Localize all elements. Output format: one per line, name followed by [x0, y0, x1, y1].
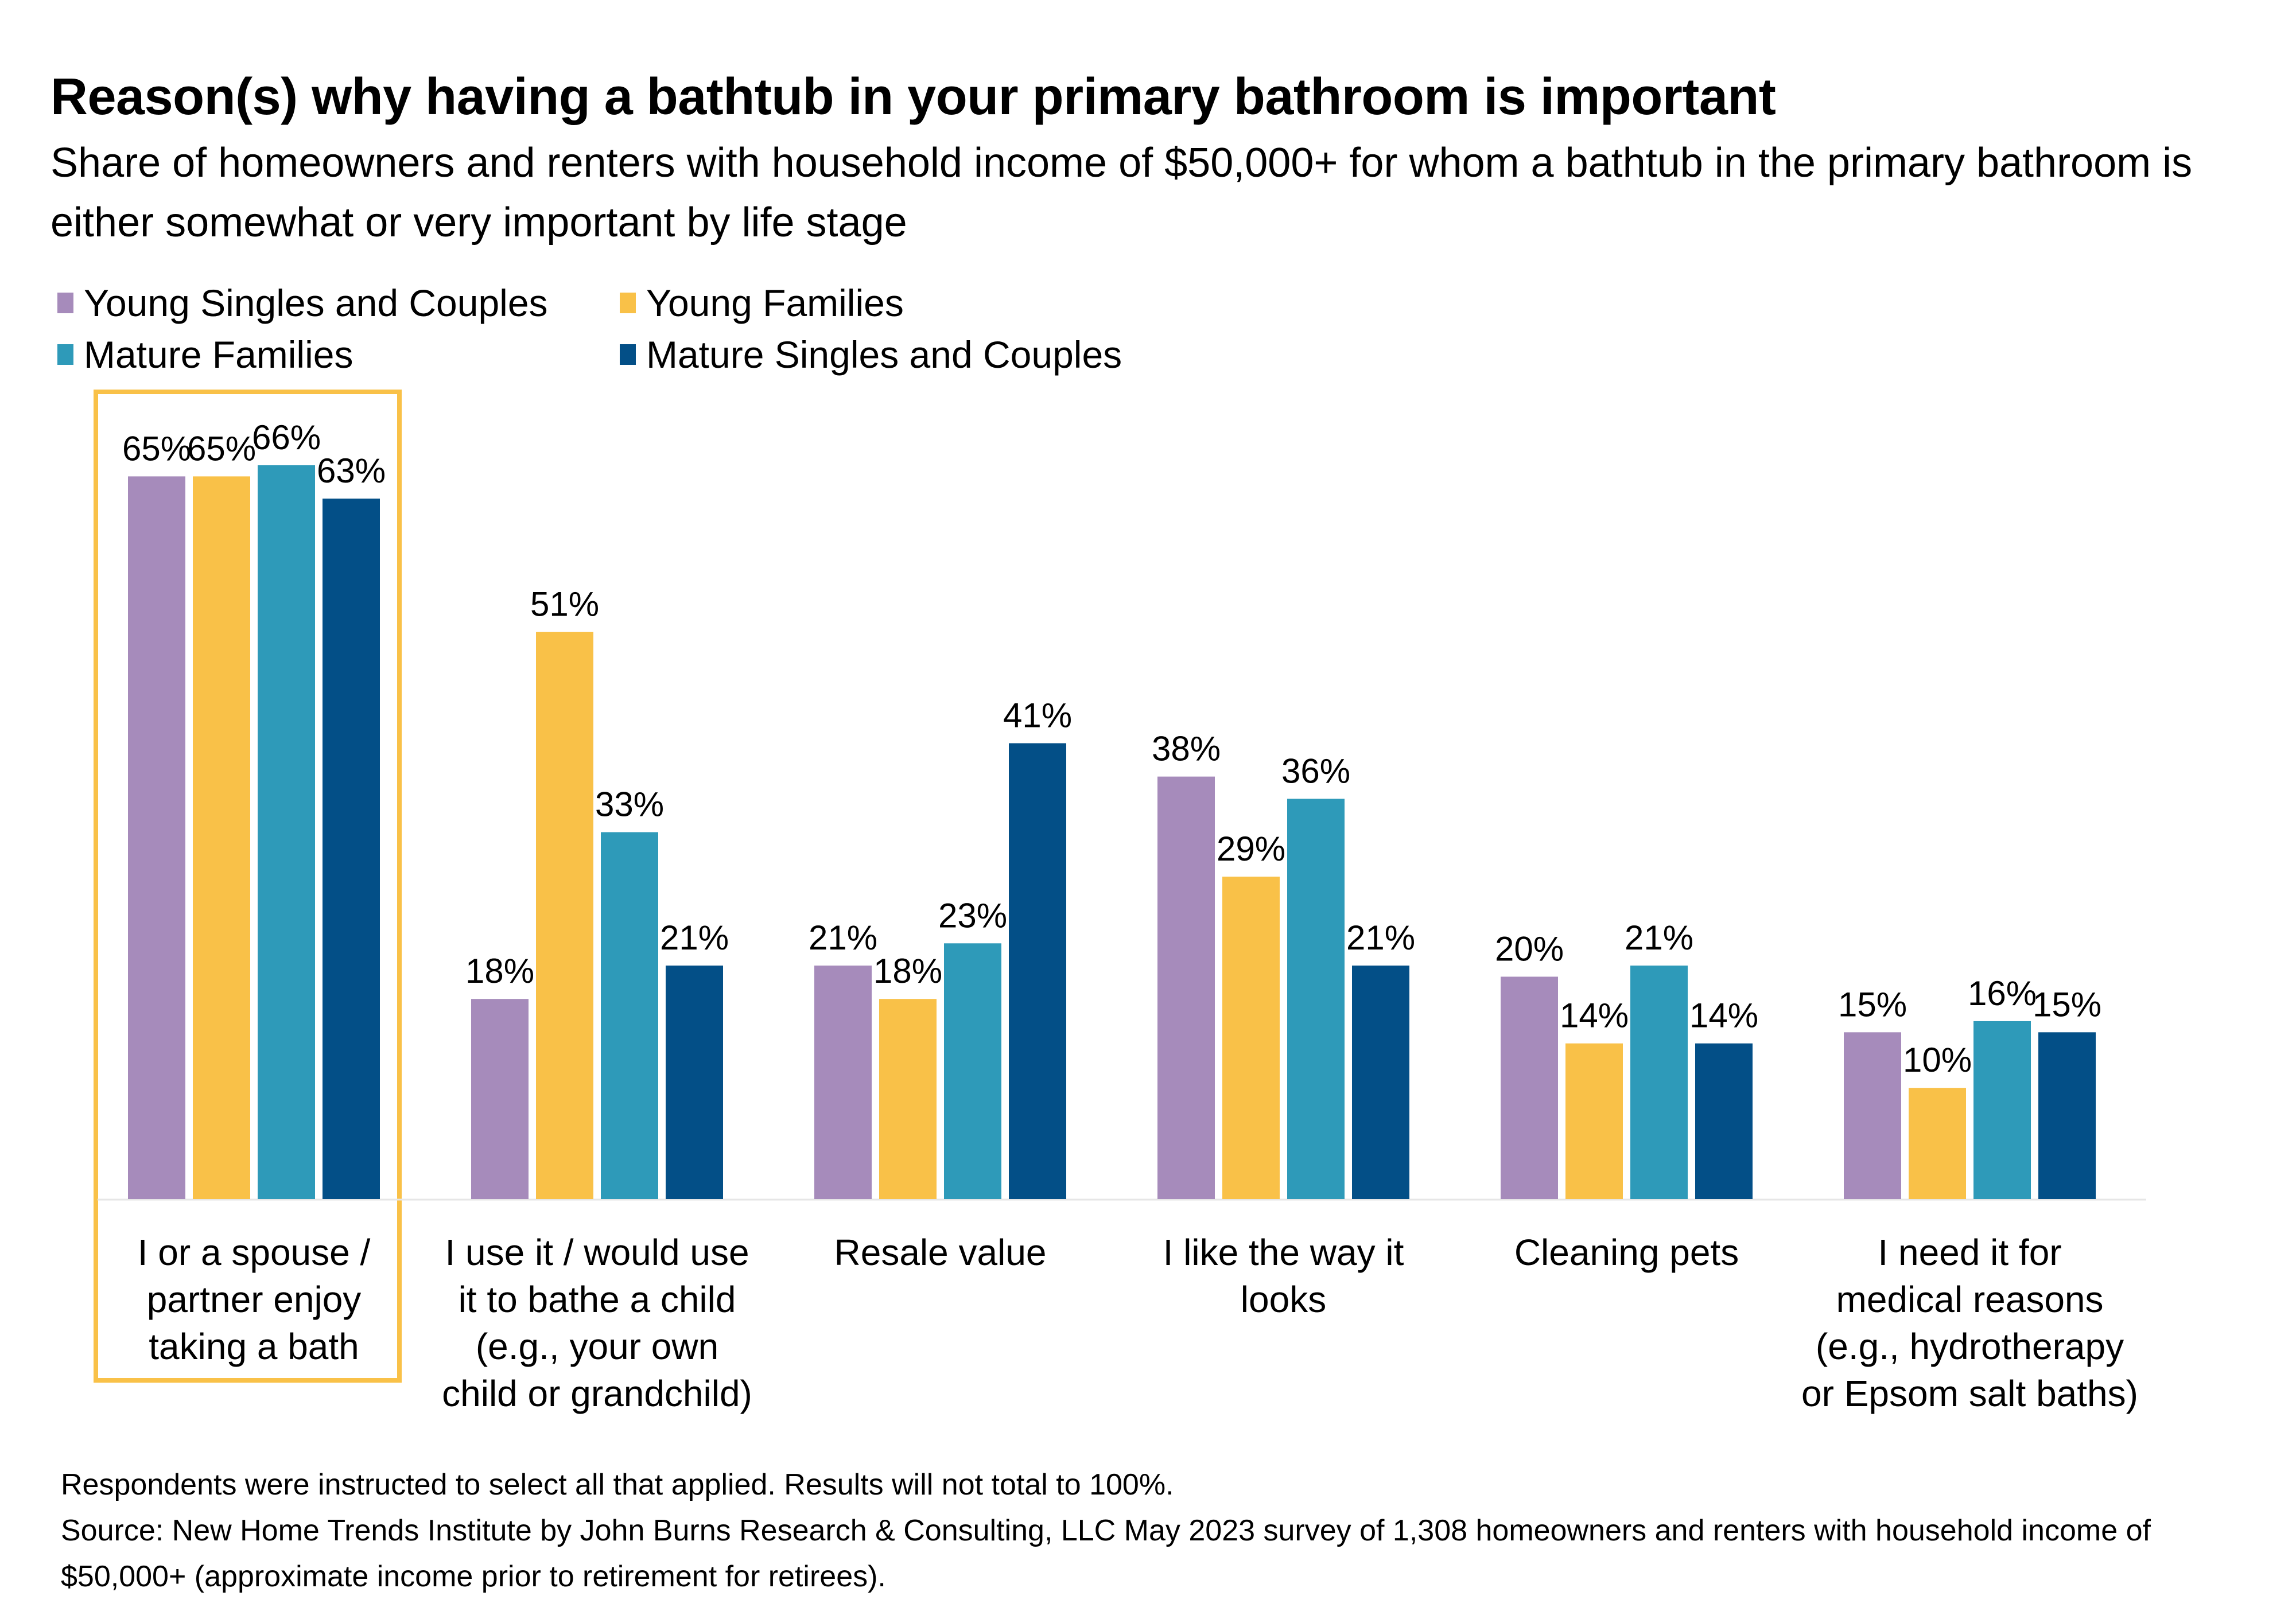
data-label-young-families-2: 18% — [873, 952, 942, 990]
legend-item-mature-families: Mature Families — [57, 333, 353, 376]
data-label-young-singles-2: 21% — [809, 919, 877, 957]
data-label-young-families-4: 14% — [1560, 997, 1629, 1035]
category-label-line: I need it for — [1878, 1232, 2061, 1273]
bar-young-singles-5 — [1844, 1032, 1901, 1199]
category-label-4: Cleaning pets — [1514, 1232, 1739, 1273]
data-label-young-families-0: 65% — [187, 429, 256, 468]
data-label-mature-families-0: 66% — [252, 418, 321, 457]
category-label-line: I use it / would use — [445, 1232, 749, 1273]
bar-young-singles-4 — [1501, 976, 1558, 1199]
data-label-mature-families-5: 16% — [1968, 974, 2037, 1013]
bar-young-families-0 — [193, 476, 250, 1199]
category-label-1: I use it / would use it to bathe a child (… — [442, 1232, 752, 1414]
legend-label: Mature Families — [84, 333, 353, 376]
legend-swatch-young-singles — [57, 293, 73, 313]
data-label-young-singles-3: 38% — [1152, 730, 1221, 768]
category-label-line: child or grandchild) — [442, 1373, 752, 1414]
footer-source: Source: New Home Trends Institute by Joh… — [61, 1514, 2151, 1593]
data-label-mature-families-2: 23% — [938, 896, 1007, 935]
category-label-line: or Epsom salt baths) — [1801, 1373, 2138, 1414]
category-label-line: looks — [1241, 1279, 1326, 1320]
bar-young-singles-0 — [128, 476, 185, 1199]
legend-item-young-families: Young Families — [620, 281, 904, 325]
data-label-mature-families-1: 33% — [595, 785, 664, 824]
category-label-line: taking a bath — [149, 1326, 359, 1367]
bar-young-families-1 — [536, 632, 593, 1199]
bar-young-singles-3 — [1157, 776, 1215, 1199]
data-label-mature-singles-2: 41% — [1003, 696, 1072, 734]
category-label-3: I like the way it looks — [1163, 1232, 1404, 1320]
legend-item-mature-singles: Mature Singles and Couples — [620, 333, 1122, 376]
legend-label: Mature Singles and Couples — [646, 333, 1122, 376]
bar-young-singles-1 — [471, 999, 529, 1199]
data-label-young-singles-0: 65% — [122, 429, 191, 468]
data-label-mature-singles-0: 63% — [317, 452, 386, 490]
data-label-young-singles-5: 15% — [1838, 985, 1907, 1023]
bar-mature-families-4 — [1630, 966, 1688, 1199]
footer-note: Respondents were instructed to select al… — [61, 1468, 1174, 1501]
category-label-line: medical reasons — [1836, 1279, 2104, 1320]
legend-label: Young Families — [646, 282, 904, 324]
category-label-line: I like the way it — [1163, 1232, 1404, 1273]
legend-swatch-mature-singles — [620, 344, 636, 365]
category-label-line: Resale value — [834, 1232, 1047, 1273]
bar-mature-families-1 — [601, 832, 658, 1199]
bar-young-families-4 — [1565, 1043, 1623, 1199]
chart-title: Reason(s) why having a bathtub in your p… — [50, 68, 1776, 126]
data-label-young-families-3: 29% — [1217, 830, 1285, 868]
bar-young-families-5 — [1909, 1088, 1966, 1199]
bar-young-singles-2 — [814, 966, 872, 1199]
bar-mature-singles-2 — [1009, 743, 1066, 1199]
data-label-young-families-5: 10% — [1903, 1041, 1972, 1079]
category-label-line: I or a spouse / — [138, 1232, 371, 1273]
bar-mature-families-0 — [258, 465, 315, 1199]
category-label-line: (e.g., hydrotherapy — [1816, 1326, 2124, 1367]
bar-mature-singles-3 — [1352, 966, 1409, 1199]
bar-mature-families-3 — [1287, 799, 1345, 1199]
legend-label: Young Singles and Couples — [84, 282, 548, 324]
data-label-mature-families-3: 36% — [1281, 752, 1350, 790]
data-label-young-singles-4: 20% — [1495, 929, 1564, 968]
data-label-mature-singles-5: 15% — [2033, 985, 2101, 1023]
footer: Respondents were instructed to select al… — [61, 1462, 2241, 1599]
legend-item-young-singles: Young Singles and Couples — [57, 281, 548, 325]
bar-mature-singles-1 — [666, 966, 723, 1199]
data-label-mature-families-4: 21% — [1625, 919, 1693, 957]
data-label-young-families-1: 51% — [530, 585, 599, 624]
legend-swatch-young-families — [620, 293, 636, 313]
bar-mature-families-5 — [1973, 1021, 2031, 1199]
bar-mature-singles-0 — [323, 499, 380, 1199]
bar-mature-singles-5 — [2038, 1032, 2096, 1199]
bar-young-families-2 — [879, 999, 937, 1199]
data-label-mature-singles-3: 21% — [1346, 919, 1415, 957]
bar-mature-families-2 — [944, 943, 1001, 1199]
bar-young-families-3 — [1222, 877, 1280, 1199]
category-label-5: I need it for medical reasons (e.g., hydro… — [1801, 1232, 2138, 1414]
bar-mature-singles-4 — [1695, 1043, 1753, 1199]
data-label-mature-singles-4: 14% — [1689, 997, 1758, 1035]
category-label-0: I or a spouse / partner enjoy taking a bat… — [138, 1232, 371, 1367]
highlight-box — [94, 390, 402, 1383]
data-label-young-singles-1: 18% — [465, 952, 534, 990]
legend-swatch-mature-families — [57, 344, 73, 365]
category-label-line: Cleaning pets — [1514, 1232, 1739, 1273]
category-label-line: it to bathe a child — [459, 1279, 736, 1320]
data-label-mature-singles-1: 21% — [660, 919, 729, 957]
category-label-line: partner enjoy — [147, 1279, 362, 1320]
chart-subtitle: Share of homeowners and renters with hou… — [50, 140, 2193, 246]
category-label-2: Resale value — [834, 1232, 1047, 1273]
category-label-line: (e.g., your own — [476, 1326, 718, 1367]
